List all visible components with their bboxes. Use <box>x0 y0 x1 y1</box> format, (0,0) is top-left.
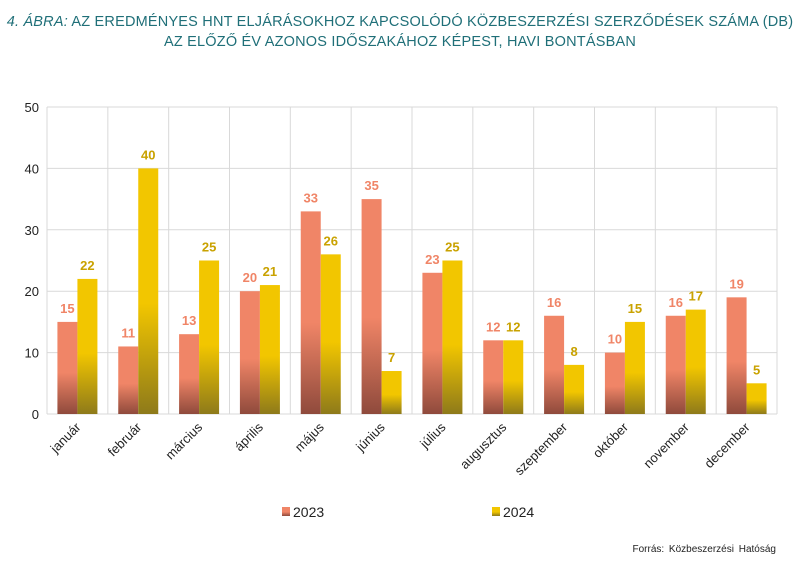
legend-swatch-2023 <box>282 507 290 516</box>
x-tick-label: március <box>162 419 205 462</box>
data-label-2023: 16 <box>669 295 683 310</box>
data-label-2024: 17 <box>689 289 703 304</box>
bar-2023 <box>118 346 139 414</box>
data-label-2023: 12 <box>486 319 500 334</box>
bar-2024 <box>138 168 159 414</box>
data-label-2023: 13 <box>182 313 196 328</box>
y-tick-label: 20 <box>25 284 39 299</box>
y-tick-label: 40 <box>25 161 39 176</box>
bar-2024 <box>199 260 220 414</box>
bar-2024 <box>624 321 645 414</box>
data-label-2023: 33 <box>304 190 318 205</box>
bar-2023 <box>57 321 78 414</box>
data-label-2024: 5 <box>753 362 760 377</box>
x-tick-label: szeptember <box>512 419 571 478</box>
title-text-line1: AZ EREDMÉNYES HNT ELJÁRÁSOKHOZ KAPCSOLÓD… <box>71 14 794 30</box>
data-label-2024: 40 <box>141 147 155 162</box>
bar-2024 <box>503 340 524 414</box>
bar-2023 <box>361 199 382 414</box>
bar-2023 <box>239 291 260 414</box>
x-tick-label: február <box>105 419 145 459</box>
bar-2023 <box>604 352 625 414</box>
bar-2024 <box>746 383 767 414</box>
bar-2023 <box>422 272 443 414</box>
data-label-2024: 12 <box>506 319 520 334</box>
bar-2024 <box>77 278 98 414</box>
x-tick-label: június <box>352 419 388 455</box>
legend-swatch-2024 <box>492 507 500 516</box>
bar-2024 <box>685 309 706 414</box>
bar-2024 <box>320 254 341 414</box>
x-tick-label: október <box>590 419 632 461</box>
x-tick-label: november <box>640 419 692 471</box>
bar-2023 <box>300 211 321 414</box>
data-label-2024: 21 <box>263 264 277 279</box>
bar-2023 <box>179 334 200 414</box>
chart-title-line1: 4. ÁBRA: AZ EREDMÉNYES HNT ELJÁRÁSOKHOZ … <box>0 12 800 32</box>
chart-title-line2: AZ ELŐZŐ ÉV AZONOS IDŐSZAKÁHOZ KÉPEST, H… <box>163 34 636 50</box>
data-label-2024: 25 <box>202 240 216 255</box>
data-label-2024: 15 <box>628 301 642 316</box>
x-tick-label: július <box>416 419 449 452</box>
data-label-2024: 8 <box>570 344 577 359</box>
x-tick-label: december <box>701 419 753 471</box>
bar-2023 <box>665 315 686 414</box>
data-label-2023: 23 <box>425 252 439 267</box>
legend-label-2024: 2024 <box>503 504 534 520</box>
bar-2024 <box>381 371 402 414</box>
bar-2023 <box>483 340 504 414</box>
data-label-2024: 7 <box>388 350 395 365</box>
bar-2024 <box>259 285 280 414</box>
bar-2024 <box>442 260 463 414</box>
data-label-2023: 19 <box>729 276 743 291</box>
data-label-2024: 22 <box>80 258 94 273</box>
data-label-2023: 11 <box>121 325 135 340</box>
data-label-2023: 35 <box>364 178 378 193</box>
data-label-2024: 25 <box>445 240 459 255</box>
x-tick-label: augusztus <box>457 419 510 472</box>
x-tick-label: május <box>292 419 327 454</box>
x-tick-label: április <box>231 419 266 454</box>
data-label-2023: 15 <box>60 301 74 316</box>
y-tick-label: 50 <box>25 100 39 115</box>
y-tick-label: 10 <box>25 346 39 361</box>
source-note: Forrás: Közbeszerzési Hatóság <box>632 544 776 555</box>
bar-2024 <box>564 364 585 414</box>
chart-title: 4. ÁBRA: AZ EREDMÉNYES HNT ELJÁRÁSOKHOZ … <box>0 12 800 52</box>
y-tick-label: 0 <box>32 407 39 422</box>
bar-2023 <box>544 315 565 414</box>
legend-label-2023: 2023 <box>293 504 324 520</box>
data-label-2024: 26 <box>324 233 338 248</box>
bar-2023 <box>726 297 747 414</box>
data-label-2023: 20 <box>243 270 257 285</box>
x-tick-label: január <box>47 419 84 456</box>
y-tick-label: 30 <box>25 223 39 238</box>
data-label-2023: 10 <box>608 332 622 347</box>
data-label-2023: 16 <box>547 295 561 310</box>
figure-number: 4. ÁBRA: <box>6 14 68 30</box>
